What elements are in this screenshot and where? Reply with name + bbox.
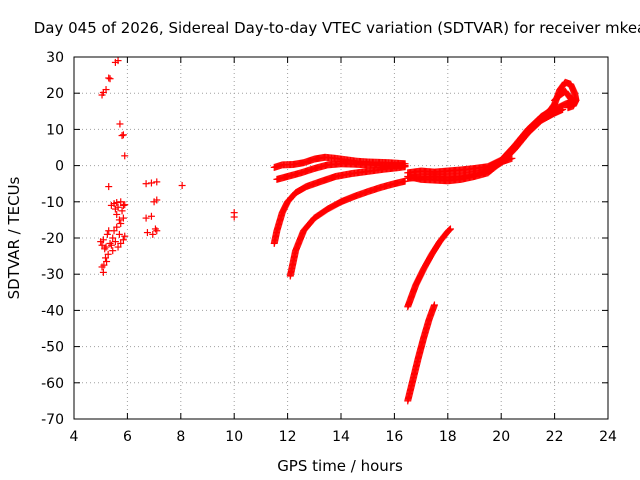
- data-point: [109, 247, 117, 255]
- data-point: [117, 239, 125, 247]
- data-point: [116, 120, 124, 128]
- data-point: [153, 178, 161, 186]
- data-point: [142, 214, 150, 222]
- data-point: [103, 230, 111, 238]
- x-tick-label: 22: [546, 429, 564, 445]
- y-tick-label: -60: [41, 376, 64, 392]
- x-tick-label: 8: [176, 429, 185, 445]
- data-point: [119, 214, 127, 222]
- data-point: [178, 182, 186, 190]
- data-point: [114, 57, 122, 65]
- y-tick-label: -30: [41, 267, 64, 283]
- data-point: [147, 179, 155, 187]
- y-tick-label: 30: [46, 50, 64, 66]
- y-tick-label: 20: [46, 86, 64, 102]
- data-point: [153, 227, 161, 235]
- data-point: [102, 86, 110, 94]
- x-tick-label: 24: [599, 429, 617, 445]
- data-point: [114, 203, 122, 211]
- x-axis-label: GPS time / hours: [277, 457, 403, 475]
- data-point: [102, 243, 110, 251]
- x-tick-label: 10: [225, 429, 243, 445]
- x-tick-label: 16: [385, 429, 403, 445]
- data-point: [446, 226, 454, 234]
- y-tick-label: -20: [41, 231, 64, 247]
- data-point: [564, 104, 572, 112]
- x-tick-label: 20: [492, 429, 510, 445]
- x-tick-label: 12: [279, 429, 297, 445]
- y-tick-label: -10: [41, 195, 64, 211]
- y-tick-labels: 30 20 10 0 -10 -20 -30 -40 -50 -60 -70: [41, 50, 64, 428]
- data-point: [113, 199, 121, 207]
- x-tick-label: 18: [439, 429, 457, 445]
- data-point: [114, 243, 122, 251]
- data-point: [105, 227, 113, 235]
- data-point: [105, 183, 113, 191]
- data-point: [113, 223, 121, 231]
- y-tick-label: -50: [41, 340, 64, 356]
- data-point: [230, 213, 238, 221]
- x-tick-label: 4: [70, 429, 79, 445]
- data-point: [118, 207, 126, 215]
- data-point: [103, 258, 111, 266]
- x-tick-labels: 4 6 8 10 12 14 16 18 20 22 24: [70, 429, 617, 445]
- data-point: [430, 301, 438, 309]
- data-point: [508, 154, 516, 162]
- data-point: [99, 268, 107, 276]
- data-point: [104, 250, 112, 258]
- y-tick-label: 10: [46, 122, 64, 138]
- x-tick-label: 6: [123, 429, 132, 445]
- grid: [74, 57, 608, 419]
- data-point: [121, 152, 129, 160]
- data-point: [117, 198, 125, 206]
- data-point: [115, 216, 123, 224]
- data-point: [446, 225, 454, 233]
- data-point: [571, 98, 579, 106]
- x-tick-label: 14: [332, 429, 350, 445]
- data-point: [98, 241, 106, 249]
- data-point: [99, 236, 107, 244]
- data-point: [107, 241, 115, 249]
- data-point: [119, 236, 127, 244]
- data-point: [111, 238, 119, 246]
- data-point: [118, 132, 126, 140]
- data-point: [117, 220, 125, 228]
- chart-title: Day 045 of 2026, Sidereal Day-to-day VTE…: [34, 19, 640, 37]
- data-point: [105, 74, 113, 82]
- data-point: [113, 210, 121, 218]
- data-points: [97, 57, 580, 405]
- data-point: [143, 229, 151, 237]
- data-point: [445, 226, 453, 234]
- data-point: [121, 232, 129, 240]
- data-point: [102, 254, 110, 262]
- data-point: [149, 230, 157, 238]
- data-point: [569, 97, 577, 105]
- data-point: [109, 234, 117, 242]
- y-tick-label: -40: [41, 303, 64, 319]
- y-axis-label: SDTVAR / TECUs: [5, 176, 23, 299]
- y-tick-label: 0: [55, 159, 64, 175]
- data-point: [119, 131, 127, 139]
- data-point: [106, 75, 114, 83]
- data-point: [147, 212, 155, 220]
- data-point: [119, 201, 127, 209]
- data-point: [570, 98, 578, 106]
- data-point: [100, 261, 108, 269]
- data-point: [401, 163, 409, 171]
- data-point: [115, 230, 123, 238]
- y-tick-label: -70: [41, 412, 64, 428]
- data-point: [150, 198, 158, 206]
- axis-ticks: [73, 56, 609, 420]
- data-point: [142, 180, 150, 188]
- data-point: [121, 201, 129, 209]
- data-point: [559, 105, 567, 113]
